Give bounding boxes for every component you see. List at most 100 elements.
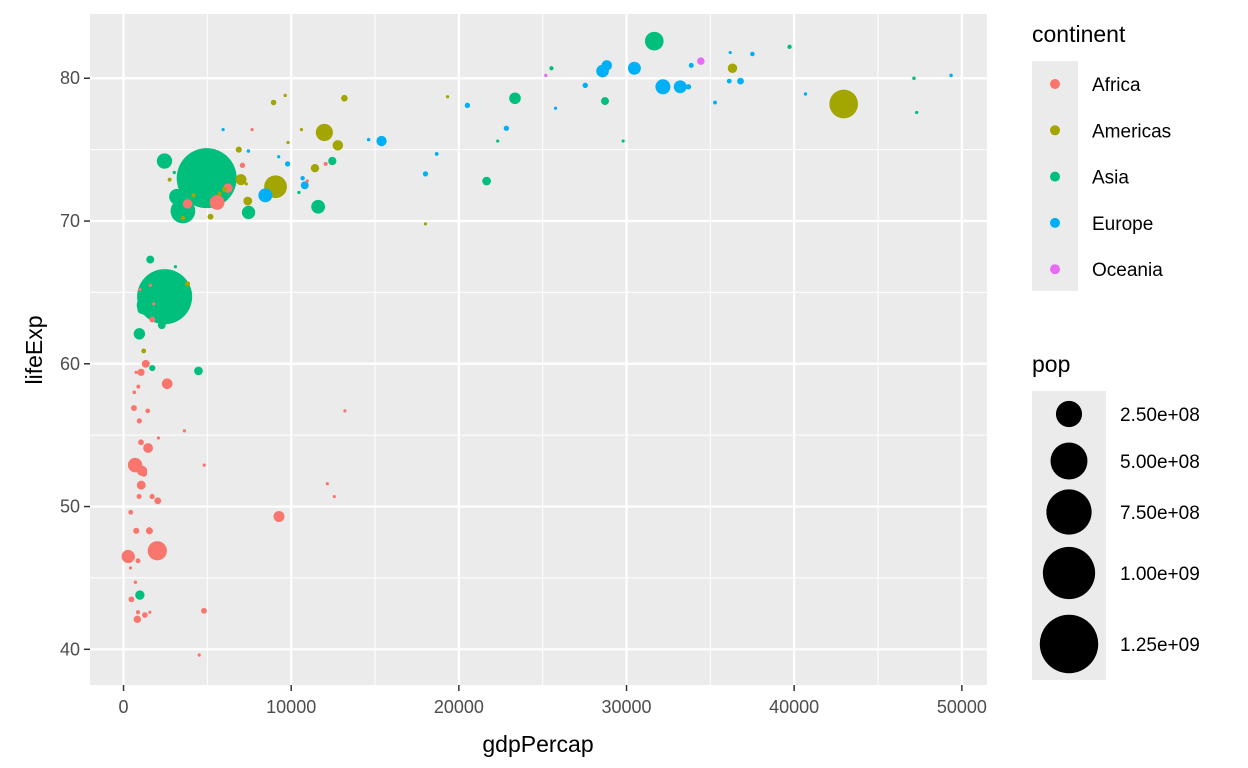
x-tick-label: 30000 [601, 697, 651, 717]
data-point [376, 135, 387, 147]
data-point [258, 188, 273, 203]
data-point [422, 171, 429, 177]
data-point [167, 177, 172, 182]
data-point [182, 429, 187, 433]
data-point [154, 497, 162, 505]
data-point [244, 182, 248, 186]
y-axis-title: lifeExp [21, 315, 47, 384]
data-point [145, 527, 153, 535]
data-point [243, 196, 253, 206]
data-point [644, 31, 664, 51]
data-point [202, 463, 206, 467]
legend-label-americas: Americas [1092, 121, 1171, 142]
data-point [601, 97, 610, 106]
size-legend-label: 2.50e+08 [1120, 405, 1200, 426]
size-legend: 2.50e+08 5.00e+08 7.50e+08 1.00e+09 1.25e+09 [1039, 400, 1200, 674]
legend-key-oceania [1050, 264, 1060, 275]
major-gridlines [90, 14, 987, 685]
data-point [217, 191, 222, 197]
data-point [332, 494, 336, 499]
data-point [496, 139, 500, 143]
data-point [678, 86, 683, 91]
color-legend-title: continent [1032, 21, 1126, 47]
data-point [121, 549, 135, 564]
data-point [829, 89, 859, 119]
data-point [143, 443, 153, 453]
data-point [133, 580, 138, 584]
data-point [135, 558, 141, 564]
data-point [148, 283, 152, 287]
data-point [697, 57, 705, 65]
data-point [137, 368, 145, 376]
data-point [341, 94, 348, 102]
data-point [140, 470, 148, 477]
data-point [148, 610, 152, 614]
data-point [803, 92, 808, 96]
data-point [549, 66, 554, 71]
data-point [366, 137, 371, 142]
data-point [134, 370, 138, 374]
data-point [713, 100, 717, 105]
data-point [273, 511, 285, 523]
x-tick-label: 40000 [769, 697, 819, 717]
x-tick-label: 50000 [937, 697, 987, 717]
data-point [197, 653, 201, 657]
data-point [787, 44, 792, 50]
data-point [915, 110, 919, 115]
data-point [133, 615, 142, 624]
y-tick-label: 50 [60, 497, 80, 517]
data-point [482, 176, 491, 186]
data-point [209, 195, 225, 210]
data-point [156, 274, 178, 296]
data-point [197, 183, 202, 188]
data-point [270, 99, 277, 106]
data-point [128, 566, 133, 570]
data-point [172, 170, 176, 175]
data-point [152, 302, 156, 306]
size-legend-key [1039, 614, 1099, 674]
data-point [235, 146, 242, 153]
data-point [136, 494, 142, 500]
data-point [685, 84, 692, 90]
data-point [186, 153, 202, 169]
legend-label-africa: Africa [1092, 75, 1141, 96]
legend-key-africa [1050, 79, 1060, 89]
data-point [156, 436, 161, 440]
data-point [688, 62, 694, 68]
data-point [509, 92, 521, 105]
data-point [325, 482, 329, 486]
legend-key-europe [1050, 217, 1060, 228]
size-legend-key [1046, 489, 1092, 535]
data-point [300, 175, 305, 181]
data-point [284, 161, 291, 167]
data-point [503, 125, 509, 131]
data-point [250, 128, 254, 132]
data-point [727, 63, 738, 73]
data-point [131, 556, 135, 560]
size-legend-label: 1.00e+09 [1120, 564, 1200, 585]
legend-key-americas [1050, 125, 1060, 136]
data-point [311, 199, 326, 214]
data-point [185, 281, 191, 287]
data-point [553, 106, 558, 110]
data-point [222, 187, 228, 193]
data-point [464, 102, 471, 109]
data-point [949, 73, 953, 78]
data-point [146, 255, 155, 264]
data-point [142, 612, 148, 618]
x-tick-label: 20000 [434, 697, 484, 717]
y-tick-label: 60 [60, 354, 80, 374]
data-point [423, 222, 428, 226]
data-point [136, 480, 146, 490]
data-point [132, 390, 137, 395]
size-legend-key [1042, 546, 1096, 600]
data-point [138, 287, 142, 292]
data-point [750, 51, 755, 57]
legend-label-asia: Asia [1092, 168, 1129, 189]
data-point [130, 405, 137, 412]
data-point [180, 215, 186, 221]
x-tick-label: 0 [119, 697, 129, 717]
data-points [121, 31, 953, 657]
data-point [434, 151, 439, 156]
data-point [627, 61, 641, 75]
